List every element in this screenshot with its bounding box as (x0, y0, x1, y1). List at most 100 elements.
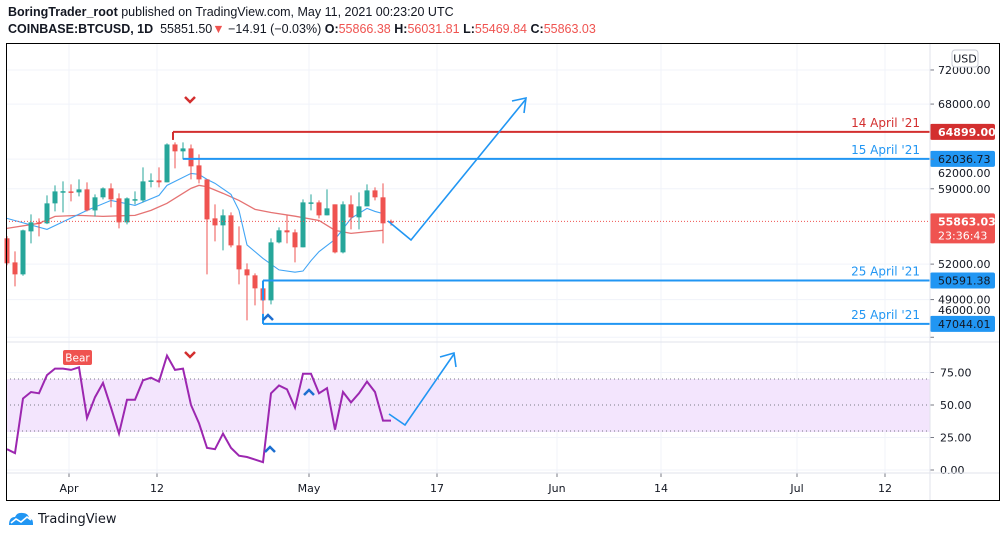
candle-down (108, 188, 114, 200)
rsi-tick-label: 75.00 (940, 367, 972, 380)
bear-label: Bear (65, 353, 90, 365)
last-price: 55851.50 (160, 22, 213, 36)
time-tick-label: 14 (654, 482, 668, 495)
level-price-badge (930, 272, 995, 289)
candle-down (284, 230, 290, 233)
author[interactable]: BoringTrader_root (8, 5, 118, 19)
currency-button[interactable] (951, 49, 979, 68)
chevron-down-icon (184, 96, 196, 104)
rsi-tick-label: 0.00 (940, 464, 965, 477)
candle-down (116, 198, 122, 223)
candle-down (332, 204, 338, 253)
level-price-label: 47044.01 (938, 318, 991, 331)
level-price-label: 50591.38 (938, 275, 991, 288)
candle-down (348, 204, 354, 218)
high-value: 56031.81 (407, 22, 460, 36)
candle-up (268, 242, 274, 301)
rsi-line (6, 353, 391, 464)
open-value: 55866.38 (338, 22, 391, 36)
candle-up (100, 188, 106, 198)
symbol-info: COINBASE:BTCUSD, 1D 55851.50▼ −14.91 (−0… (8, 22, 596, 36)
rsi-band (6, 379, 930, 432)
time-tick-label: Jul (789, 482, 803, 495)
time-tick-label: May (298, 482, 321, 495)
candle-up (300, 202, 306, 248)
price-tick-label: 46000.00 (938, 304, 991, 317)
publish-info: BoringTrader_root published on TradingVi… (8, 5, 454, 19)
brand-name[interactable]: TradingView (38, 511, 117, 527)
price-tick-label: 49000.00 (938, 294, 991, 307)
chevron-down-icon (184, 351, 196, 359)
rsi-tick-label: 25.00 (940, 432, 972, 445)
candle-up (324, 208, 330, 216)
candle-down (228, 215, 234, 246)
candle-up (20, 230, 26, 275)
time-tick-label: Apr (59, 482, 79, 495)
candle-down (188, 148, 194, 167)
level-price-label: 62036.73 (938, 153, 991, 166)
arrowhead-icon (511, 96, 527, 114)
candle-up (180, 148, 186, 152)
chevron-up-icon (303, 388, 315, 396)
arrowhead-icon (439, 351, 457, 368)
candle-down (244, 269, 250, 276)
last-price-badge (930, 213, 995, 244)
axes: 72000.00 68000.00 62000.00 59000.00 52000.00… (59, 64, 990, 495)
candle-down (84, 189, 90, 211)
candle-down (36, 222, 42, 224)
level-price-badge (930, 150, 995, 167)
chart-frame (6, 43, 1000, 501)
candle-down (380, 197, 386, 224)
down-triangle-icon: ▼ (212, 22, 225, 36)
price-tick-label: 62000.00 (938, 167, 991, 180)
high-label: H: (394, 22, 408, 36)
rsi-tick-label: 50.00 (940, 399, 972, 412)
candle-down (236, 245, 242, 270)
candle-down (316, 202, 322, 216)
candle-down (196, 165, 202, 180)
level-label: 25 April '21 (851, 265, 920, 279)
candle-up (276, 230, 282, 243)
candle-up (364, 190, 370, 207)
currency-label: USD (953, 53, 977, 66)
candle-down (292, 232, 298, 248)
open-label: O: (324, 22, 339, 36)
time-tick-label: 17 (430, 482, 444, 495)
candle-up (60, 191, 66, 193)
candle-up (28, 222, 34, 232)
projection-arrow (387, 98, 527, 242)
price-tick-label: 68000.00 (938, 98, 991, 111)
published-text: published on TradingView.com, May 11, 20… (121, 5, 454, 19)
last-price-label: 55863.03 (938, 215, 996, 228)
candle-up (308, 202, 314, 204)
rsi-projection-arrow (388, 353, 455, 427)
candle-up (44, 203, 50, 224)
ma-slow-line (6, 184, 384, 235)
level-label: 25 April '21 (851, 308, 920, 322)
candle-up (220, 215, 226, 226)
level-label: 14 April '21 (851, 116, 920, 130)
footer: TradingView (8, 511, 117, 527)
candle-down (68, 191, 74, 193)
candle-up (340, 204, 346, 253)
level-price-badge (930, 123, 995, 140)
change: −14.91 (−0.03%) (228, 22, 322, 36)
time-tick-label: 12 (150, 482, 164, 495)
level-price-badge (930, 315, 995, 332)
tradingview-logo-icon (9, 512, 33, 525)
chevron-up-icon (262, 313, 274, 321)
level-label: 15 April '21 (851, 143, 920, 157)
chevron-up-icon (264, 445, 276, 453)
countdown-label: 23:36:43 (938, 229, 987, 242)
time-tick-label: Jun (547, 482, 565, 495)
candle-up (164, 144, 170, 183)
candle-up (76, 189, 82, 193)
candles (4, 142, 394, 321)
candle-up (52, 191, 58, 204)
candle-up (148, 180, 154, 182)
rsi-pane (6, 353, 391, 464)
time-tick-label: 12 (878, 482, 892, 495)
symbol: COINBASE:BTCUSD, 1D (8, 22, 154, 36)
